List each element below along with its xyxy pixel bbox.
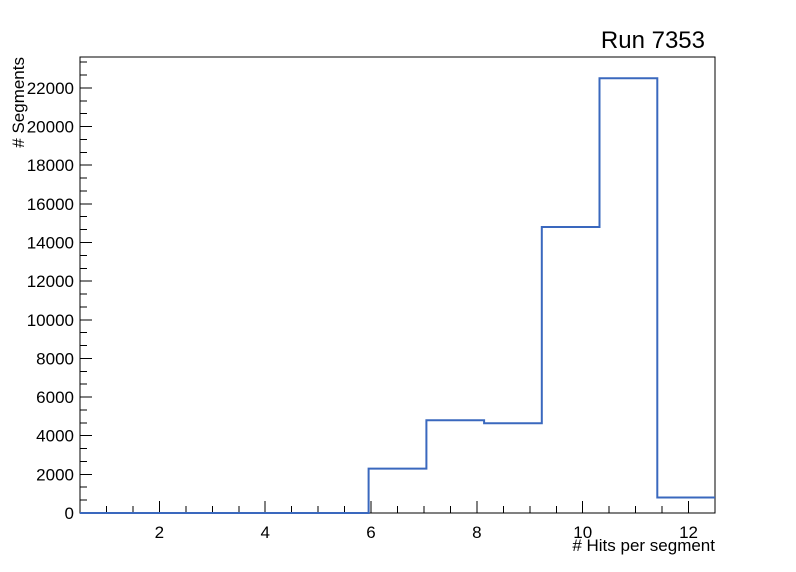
- y-tick-label: 22000: [27, 79, 74, 98]
- y-tick-label: 18000: [27, 156, 74, 175]
- axis-ticks: [80, 61, 690, 514]
- y-tick-label: 12000: [27, 272, 74, 291]
- x-tick-label: 12: [679, 523, 698, 542]
- x-tick-label: 2: [155, 523, 164, 542]
- chart-title: Run 7353: [601, 27, 705, 54]
- x-tick-label: 8: [472, 523, 481, 542]
- x-axis-title: # Hits per segment: [572, 536, 715, 555]
- x-tick-label: 6: [366, 523, 375, 542]
- x-tick-label: 4: [260, 523, 269, 542]
- y-tick-label: 20000: [27, 118, 74, 137]
- y-tick-label: 2000: [36, 465, 74, 484]
- x-tick-label: 10: [573, 523, 592, 542]
- y-tick-label: 4000: [36, 427, 74, 446]
- y-axis-title: # Segments: [9, 57, 28, 148]
- y-tick-label: 14000: [27, 233, 74, 252]
- y-tick-label: 10000: [27, 311, 74, 330]
- y-tick-label: 8000: [36, 349, 74, 368]
- plot-frame: [79, 56, 716, 514]
- axis-tick-labels: 2 4 6 8 10 12 0 2000 4000 6000 8000 10000 12000 14000…: [27, 79, 698, 542]
- y-tick-label: 6000: [36, 388, 74, 407]
- y-tick-label: 16000: [27, 195, 74, 214]
- histogram-line: [80, 77, 715, 514]
- y-tick-label: 0: [65, 504, 74, 523]
